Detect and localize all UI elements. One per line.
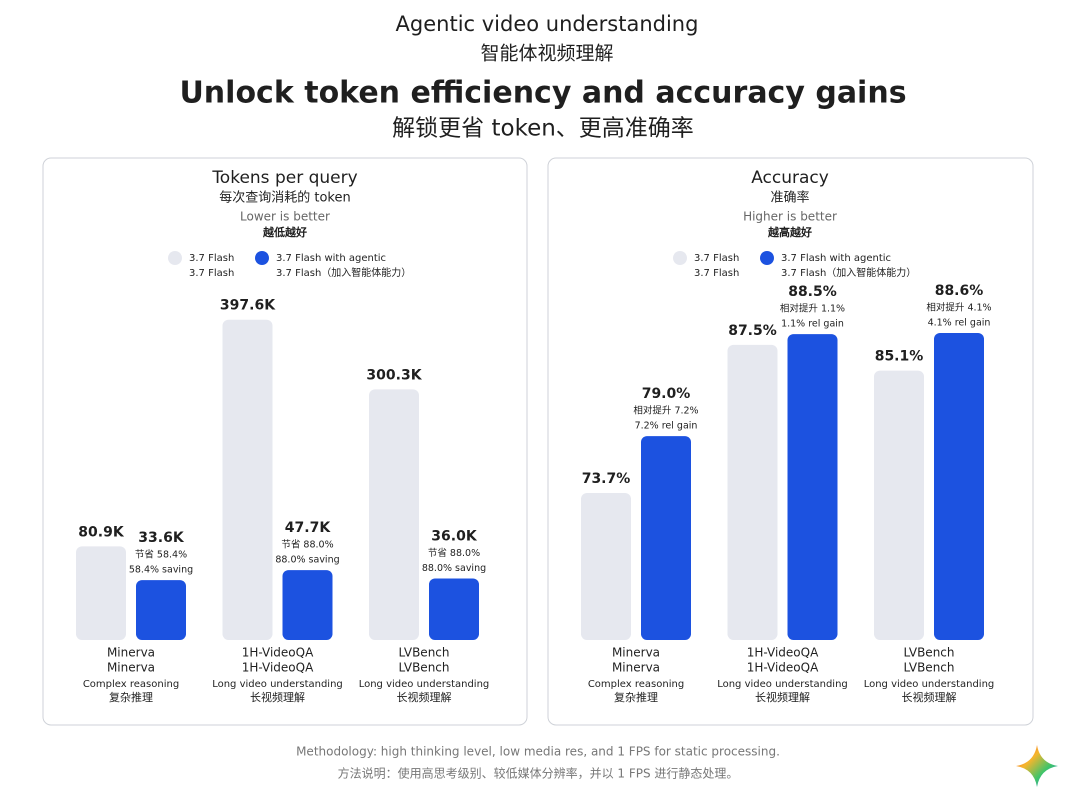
chart-title-zh: 准确率 bbox=[770, 190, 809, 206]
subtitle-zh: 越高越好 bbox=[767, 225, 812, 239]
category-label-zh: 1H-VideoQA bbox=[747, 661, 819, 675]
value-label: 47.7K bbox=[285, 520, 332, 536]
bar bbox=[282, 570, 333, 640]
subtitle: Higher is better bbox=[743, 210, 837, 224]
legend-swatch bbox=[760, 251, 774, 265]
category-description: Long video understanding bbox=[359, 679, 490, 690]
category-description-zh: 长视频理解 bbox=[902, 690, 957, 704]
value-label: 33.6K bbox=[138, 530, 185, 546]
note: 1.1% rel gain bbox=[781, 319, 844, 330]
value-label: 80.9K bbox=[78, 524, 125, 540]
legend-label-zh: 3.7 Flash（加入智能体能力） bbox=[781, 266, 916, 279]
legend-label: 3.7 Flash bbox=[189, 253, 234, 264]
title-zh: 解锁更省 token、更高准确率 bbox=[392, 116, 694, 142]
value-label: 85.1% bbox=[875, 349, 924, 365]
category-label-zh: Minerva bbox=[612, 661, 660, 675]
bar bbox=[581, 492, 631, 640]
category-label: LVBench bbox=[399, 646, 450, 660]
legend-label: 3.7 Flash with agentic bbox=[276, 253, 386, 264]
note: 4.1% rel gain bbox=[928, 318, 991, 329]
category-description-zh: 长视频理解 bbox=[755, 690, 810, 704]
bar bbox=[727, 344, 778, 640]
value-label: 79.0% bbox=[642, 386, 691, 402]
category-description-zh: 复杂推理 bbox=[109, 690, 153, 704]
legend-label-zh: 3.7 Flash（加入智能体能力） bbox=[276, 266, 411, 279]
methodology: Methodology: high thinking level, low me… bbox=[296, 745, 780, 759]
category-description-zh: 长视频理解 bbox=[250, 690, 305, 704]
category-label-zh: 1H-VideoQA bbox=[242, 661, 314, 675]
legend-label: 3.7 Flash bbox=[694, 253, 739, 264]
category-description: Long video understanding bbox=[717, 679, 848, 690]
logo bbox=[1016, 745, 1058, 787]
methodology-zh: 方法说明：使用高思考级别、较低媒体分辨率，并以 1 FPS 进行静态处理。 bbox=[338, 766, 739, 781]
category-description-zh: 长视频理解 bbox=[397, 690, 452, 704]
category-label: 1H-VideoQA bbox=[242, 646, 314, 660]
value-label: 88.6% bbox=[935, 283, 984, 299]
bar bbox=[429, 578, 479, 640]
panel bbox=[42, 157, 528, 726]
category-description: Complex reasoning bbox=[83, 679, 179, 690]
note-zh: 节省 88.0% bbox=[428, 547, 480, 559]
note-zh: 节省 88.0% bbox=[281, 539, 333, 551]
chart-title-zh: 每次查询消耗的 token bbox=[219, 190, 351, 206]
kicker-zh: 智能体视频理解 bbox=[480, 43, 613, 65]
note: 7.2% rel gain bbox=[635, 421, 698, 432]
legend-swatch bbox=[673, 251, 687, 265]
legend-swatch bbox=[168, 251, 182, 265]
category-label-zh: LVBench bbox=[399, 661, 450, 675]
value-label: 36.0K bbox=[431, 528, 478, 544]
category-description: Complex reasoning bbox=[588, 679, 684, 690]
value-label: 73.7% bbox=[582, 471, 631, 487]
value-label: 300.3K bbox=[366, 367, 422, 383]
bar bbox=[222, 319, 273, 640]
note: 88.0% saving bbox=[422, 563, 486, 574]
legend-swatch bbox=[255, 251, 269, 265]
category-description: Long video understanding bbox=[212, 679, 343, 690]
chart-title: Tokens per query bbox=[211, 168, 357, 188]
category-label: LVBench bbox=[904, 646, 955, 660]
chart-title: Accuracy bbox=[751, 168, 829, 188]
note-zh: 节省 58.4% bbox=[135, 549, 187, 561]
subtitle: Lower is better bbox=[240, 210, 330, 224]
category-label: 1H-VideoQA bbox=[747, 646, 819, 660]
category-description: Long video understanding bbox=[864, 679, 995, 690]
note-zh: 相对提升 7.2% bbox=[633, 405, 698, 417]
bar bbox=[136, 580, 186, 640]
bar bbox=[369, 389, 419, 640]
bar bbox=[874, 370, 924, 640]
category-description-zh: 复杂推理 bbox=[614, 690, 658, 704]
note-zh: 相对提升 1.1% bbox=[780, 303, 845, 315]
category-label: Minerva bbox=[107, 646, 155, 660]
panel bbox=[547, 157, 1034, 726]
note: 88.0% saving bbox=[275, 555, 339, 566]
note: 58.4% saving bbox=[129, 565, 193, 576]
category-label-zh: Minerva bbox=[107, 661, 155, 675]
category-label: Minerva bbox=[612, 646, 660, 660]
kicker: Agentic video understanding bbox=[396, 12, 699, 36]
legend-label: 3.7 Flash with agentic bbox=[781, 253, 891, 264]
legend-label-zh: 3.7 Flash bbox=[694, 268, 739, 279]
bar bbox=[76, 546, 126, 640]
legend-label-zh: 3.7 Flash bbox=[189, 268, 234, 279]
value-label: 397.6K bbox=[220, 298, 276, 314]
category-label-zh: LVBench bbox=[904, 661, 955, 675]
value-label: 87.5% bbox=[728, 323, 777, 339]
value-label: 88.5% bbox=[788, 284, 837, 300]
bar bbox=[641, 436, 691, 640]
subtitle-zh: 越低越好 bbox=[262, 225, 307, 239]
bar bbox=[787, 334, 838, 640]
title: Unlock token efficiency and accuracy gai… bbox=[179, 76, 906, 111]
note-zh: 相对提升 4.1% bbox=[926, 302, 991, 314]
bar bbox=[934, 333, 984, 640]
